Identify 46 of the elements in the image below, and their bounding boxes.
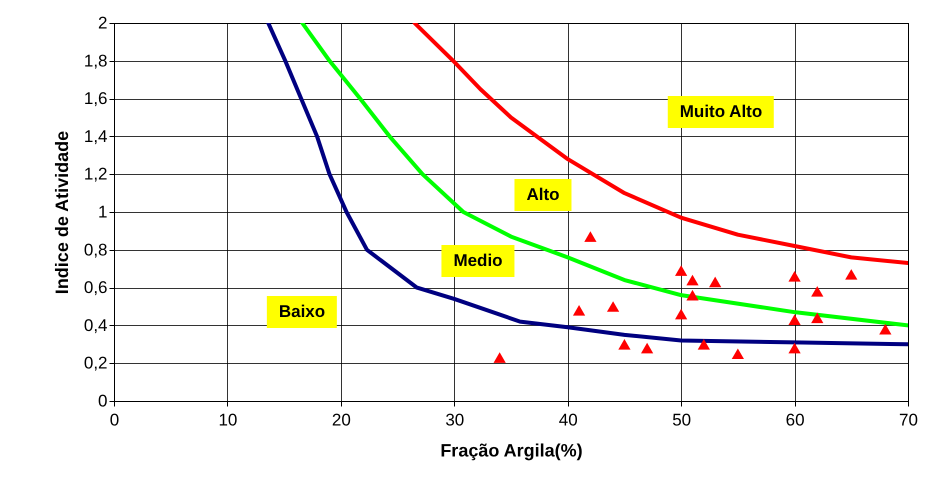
y-tick-label: 1,4 xyxy=(84,126,108,146)
x-tick-label: 10 xyxy=(218,410,238,430)
point xyxy=(879,324,892,334)
point xyxy=(572,304,586,316)
point xyxy=(494,352,506,363)
x-tick-label: 20 xyxy=(332,410,351,430)
annotation: Muito Alto xyxy=(668,96,774,128)
y-tick-label: 0,8 xyxy=(84,240,108,260)
y-tick-label: 0,6 xyxy=(84,278,108,298)
point xyxy=(709,276,722,288)
point xyxy=(618,338,631,350)
y-tick-label: 2 xyxy=(98,14,108,32)
x-tick-label: 40 xyxy=(558,410,578,430)
point xyxy=(686,274,699,286)
x-tick-label: 70 xyxy=(899,410,918,430)
point xyxy=(675,265,688,276)
point xyxy=(675,308,688,320)
annotation: Alto xyxy=(514,179,572,211)
point xyxy=(640,342,654,354)
point xyxy=(584,231,597,242)
annotation: Medio xyxy=(441,245,515,277)
point xyxy=(606,301,620,312)
y-tick-label: 1,8 xyxy=(84,51,108,70)
point xyxy=(788,270,801,282)
x-tick-label: 50 xyxy=(672,410,692,430)
x-tick-label: 30 xyxy=(445,410,464,430)
annotation: Baixo xyxy=(266,296,338,328)
point xyxy=(845,269,858,280)
y-tick-label: 1,2 xyxy=(84,164,108,184)
y-tick-label: 0,2 xyxy=(84,354,108,373)
x-tick-label: 60 xyxy=(786,410,805,430)
point xyxy=(788,314,801,326)
x-tick-label: 0 xyxy=(110,410,120,430)
y-tick-label: 1,6 xyxy=(84,89,108,108)
y-tick-label: 1 xyxy=(98,202,108,222)
y-axis-title: Indice de Atividade xyxy=(52,130,72,294)
point xyxy=(811,286,824,297)
point xyxy=(698,338,710,350)
y-tick-label: 0 xyxy=(98,392,108,410)
x-axis-title: Fração Argila(%) xyxy=(440,440,583,460)
y-tick-label: 0,4 xyxy=(84,316,108,335)
point xyxy=(811,312,824,324)
line-series xyxy=(412,23,908,266)
point xyxy=(788,342,801,354)
point xyxy=(686,290,699,300)
point xyxy=(732,348,744,360)
